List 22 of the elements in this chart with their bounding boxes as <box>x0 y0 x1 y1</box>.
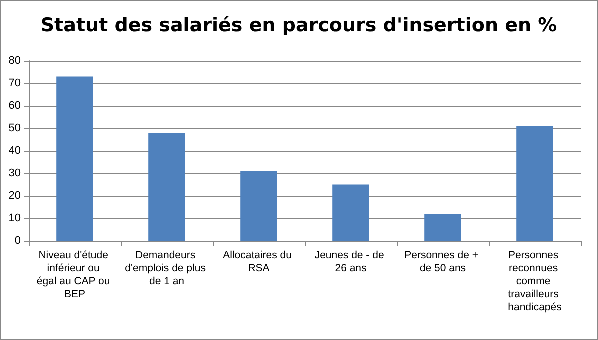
bar <box>56 76 94 241</box>
bar <box>424 214 462 241</box>
bar <box>516 126 554 241</box>
x-tick-label: Jeunes de - de 26 ans <box>314 250 388 274</box>
y-tick-label: 40 <box>8 145 21 157</box>
bar <box>240 171 278 241</box>
x-tick-label: Demandeurs d'emplois de plus de 1 an <box>125 250 209 288</box>
bar <box>148 133 186 241</box>
x-tick-label: Niveau d'étude inférieur ou égal au CAP ou BEP <box>36 250 114 300</box>
bar <box>332 184 370 241</box>
y-tick-label: 60 <box>8 100 21 112</box>
y-tick-label: 70 <box>8 78 21 90</box>
y-tick-label: 20 <box>8 190 21 202</box>
y-tick-label: 30 <box>8 168 21 180</box>
x-tick-label: Personnes reconnues comme travailleurs handicapés <box>508 250 562 314</box>
chart-title: Statut des salariés en parcours d'insertion en % <box>40 14 558 36</box>
x-tick-label: Allocataires du RSA <box>223 250 295 274</box>
y-tick-label: 50 <box>8 122 21 134</box>
x-tick-label: Personnes de + de 50 ans <box>404 250 482 274</box>
y-tick-label: 10 <box>8 212 21 224</box>
y-tick-label: 80 <box>8 55 21 67</box>
y-tick-label: 0 <box>14 235 21 247</box>
